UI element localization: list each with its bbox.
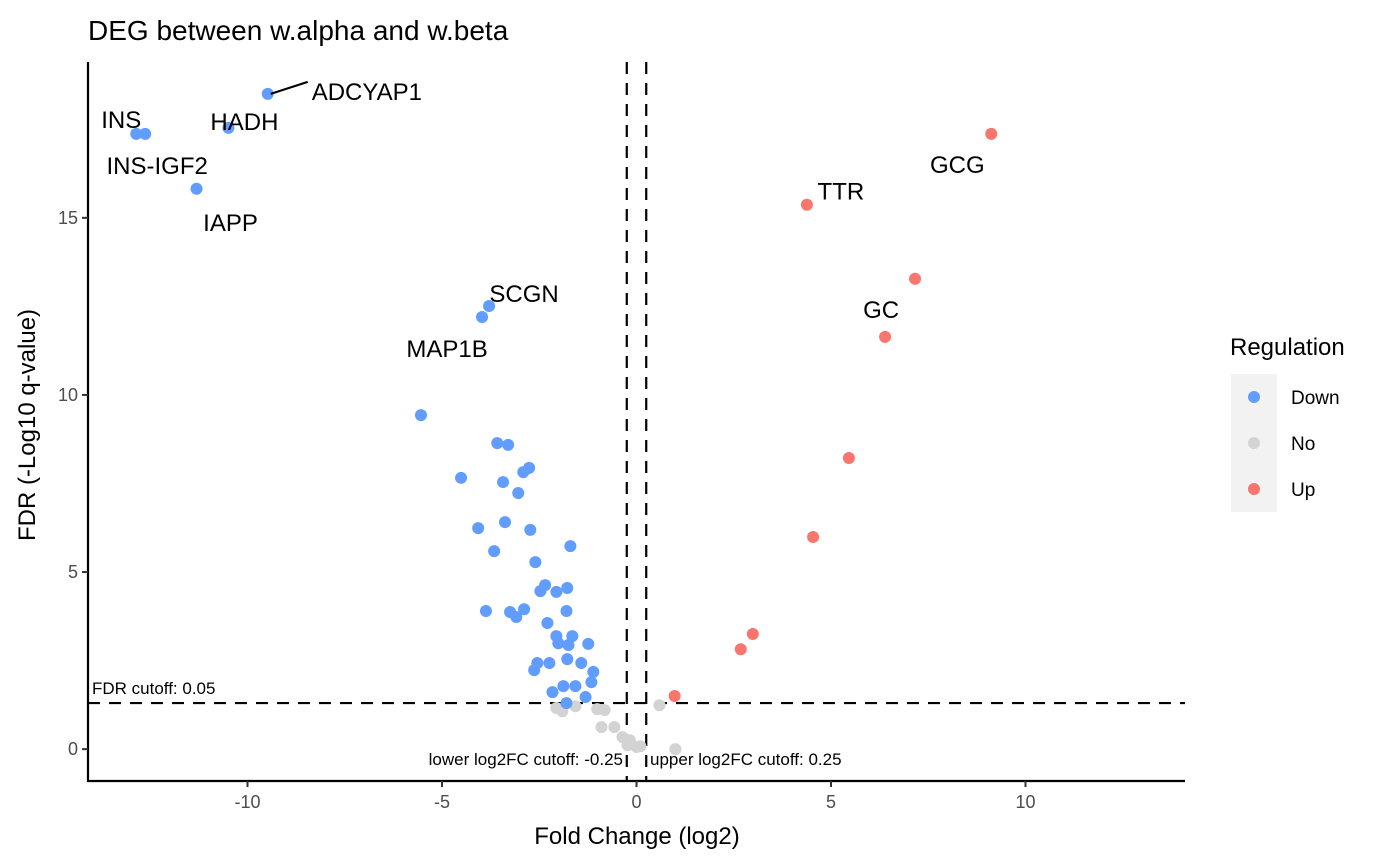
- data-point-down: [190, 182, 203, 195]
- data-point-down: [587, 665, 600, 678]
- data-point-down: [560, 604, 573, 617]
- data-point-no: [653, 699, 666, 712]
- axes: -10 -5 0 5 10 0 5 10 15: [58, 62, 1185, 812]
- data-point-down: [414, 409, 427, 422]
- x-tick-label: 10: [1015, 792, 1035, 812]
- data-point-down: [476, 311, 489, 324]
- x-tick-label: 0: [631, 792, 641, 812]
- gene-label: IAPP: [203, 210, 258, 237]
- data-point-no: [669, 743, 682, 756]
- y-tick-label: 15: [58, 208, 78, 228]
- data-point-down: [261, 87, 274, 100]
- data-point-down: [550, 585, 563, 598]
- data-point-down: [575, 657, 588, 670]
- gene-label: ADCYAP1: [312, 79, 422, 106]
- data-point-down: [543, 657, 556, 670]
- data-point-down: [518, 603, 531, 616]
- data-point-down: [524, 523, 537, 536]
- data-point-down: [534, 585, 547, 598]
- fdr-cutoff-label: FDR cutoff: 0.05: [92, 679, 215, 698]
- gene-label: MAP1B: [406, 336, 487, 363]
- legend-label-no: No: [1291, 434, 1315, 455]
- legend-key-down: [1248, 391, 1260, 403]
- upper-log2fc-cutoff-label: upper log2FC cutoff: 0.25: [650, 750, 842, 769]
- data-point-down: [222, 121, 235, 134]
- gene-label: INS: [101, 107, 141, 134]
- data-point-no: [608, 721, 621, 734]
- x-axis-title: Fold Change (log2): [534, 823, 739, 850]
- data-point-no: [621, 739, 634, 752]
- data-point-up: [800, 198, 813, 211]
- data-point-down: [528, 664, 541, 677]
- x-tick-label: 5: [826, 792, 836, 812]
- data-point-down: [562, 638, 575, 651]
- data-point-no: [595, 721, 608, 734]
- legend-key-no: [1248, 437, 1260, 449]
- data-point-down: [564, 540, 577, 553]
- data-point-down: [552, 637, 565, 650]
- data-point-down: [488, 545, 501, 558]
- data-point-down: [546, 686, 559, 699]
- data-point-down: [541, 617, 554, 630]
- gene-label: INS-IGF2: [107, 153, 208, 180]
- chart-title: DEG between w.alpha and w.beta: [88, 15, 509, 46]
- data-point-down: [139, 127, 152, 140]
- data-point-down: [579, 691, 592, 704]
- data-point-up: [842, 451, 855, 464]
- y-tick-label: 10: [58, 385, 78, 405]
- data-point-down: [455, 471, 468, 484]
- data-point-down: [130, 127, 143, 140]
- data-point-up: [734, 643, 747, 656]
- legend-label-down: Down: [1291, 388, 1340, 409]
- data-point-down: [483, 300, 496, 313]
- gene-label: SCGN: [489, 281, 558, 308]
- data-point-down: [479, 604, 492, 617]
- legend: Regulation Down No Up: [1230, 334, 1345, 512]
- gene-labels: ADCYAP1 HADH INS INS-IGF2 IAPP SCGN MAP1B GCG TT…: [101, 79, 984, 363]
- data-point-no: [634, 740, 647, 753]
- data-point-up: [909, 272, 922, 285]
- data-points: [130, 87, 998, 756]
- gene-label: TTR: [818, 179, 865, 206]
- gene-label: HADH: [210, 109, 278, 136]
- legend-key-up: [1248, 483, 1260, 495]
- data-point-up: [985, 127, 998, 140]
- data-point-down: [569, 680, 582, 693]
- cutoff-lines: [88, 62, 1185, 781]
- data-point-down: [502, 438, 515, 451]
- data-point-down: [529, 556, 542, 569]
- y-axis-title: FDR (-Log10 q-value): [14, 309, 41, 541]
- data-point-up: [746, 628, 759, 641]
- data-point-down: [517, 466, 530, 479]
- data-point-up: [807, 530, 820, 543]
- y-tick-label: 0: [68, 739, 78, 759]
- data-point-down: [585, 676, 598, 689]
- data-point-down: [582, 637, 595, 650]
- data-point-down: [561, 581, 574, 594]
- lower-log2fc-cutoff-label: lower log2FC cutoff: -0.25: [429, 750, 623, 769]
- data-point-down: [561, 653, 574, 666]
- data-point-down: [497, 476, 510, 489]
- data-point-down: [512, 487, 525, 500]
- data-point-up: [668, 689, 681, 702]
- data-point-down: [510, 611, 523, 624]
- legend-label-up: Up: [1291, 480, 1315, 501]
- legend-title: Regulation: [1230, 334, 1345, 361]
- data-point-down: [472, 522, 485, 535]
- data-point-up: [879, 330, 892, 343]
- data-point-no: [598, 704, 611, 717]
- x-tick-label: -5: [434, 792, 450, 812]
- gene-label: GCG: [930, 152, 985, 179]
- label-connector: [270, 80, 309, 95]
- data-point-down: [560, 697, 573, 710]
- data-point-down: [557, 680, 570, 693]
- y-tick-label: 5: [68, 562, 78, 582]
- data-point-down: [499, 516, 512, 529]
- data-point-down: [491, 437, 504, 450]
- x-tick-label: -10: [234, 792, 260, 812]
- gene-label: GC: [863, 297, 899, 324]
